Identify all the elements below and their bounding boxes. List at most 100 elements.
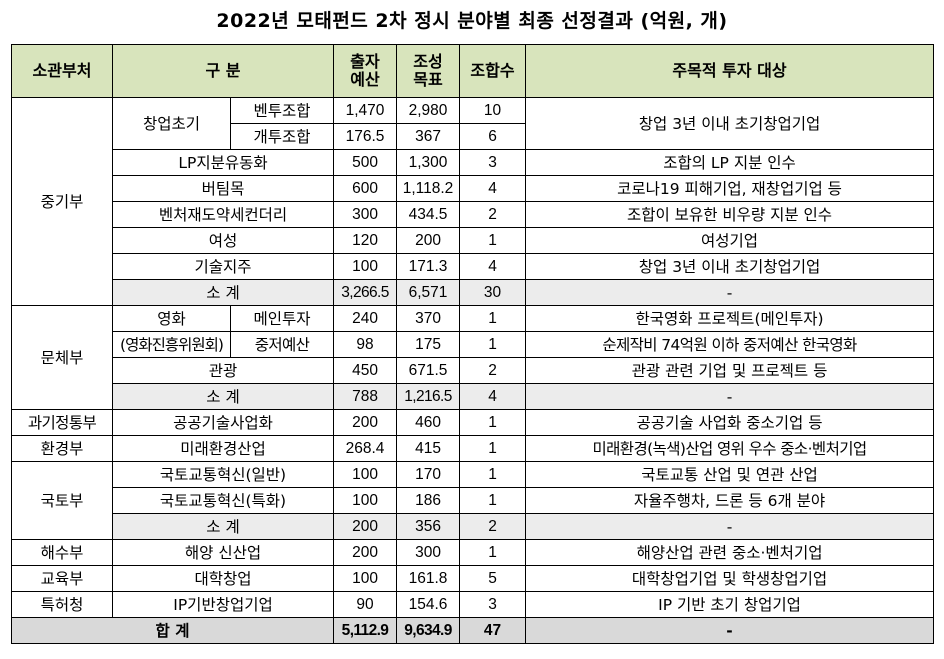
target-cell: 161.8 [396,565,461,592]
category-cell: 미래환경산업 [111,435,335,462]
investment-cell: 관광 관련 기업 및 프로젝트 등 [525,357,935,384]
budget-cell: 176.5 [333,123,398,150]
funds-cell: 4 [459,253,527,280]
target-cell: 170 [396,461,461,488]
table-row: 특허청 IP기반창업기업 90 154.6 3 IP 기반 초기 창업기업 [11,591,935,618]
budget-cell: 100 [333,565,398,592]
target-cell: 171.3 [396,253,461,280]
header-investment: 주목적 투자 대상 [525,44,935,98]
funds-cell: 10 [459,97,527,124]
funds-cell: 30 [459,279,527,306]
category-cell: 버팀목 [111,175,335,202]
funds-cell: 3 [459,591,527,618]
budget-cell: 100 [333,253,398,280]
total-label: 합 계 [10,617,335,644]
target-cell: 186 [396,487,461,514]
total-target: 9,634.9 [396,617,461,644]
total-row: 합 계 5,112.9 9,634.9 47 - [10,617,935,644]
investment-cell: - [525,513,935,540]
table-row: 환경부 미래환경산업 268.4 415 1 미래환경(녹색)산업 영위 우수 … [11,435,935,462]
header-category: 구 분 [111,44,335,98]
target-cell: 200 [396,227,461,254]
budget-cell: 120 [333,227,398,254]
table-row: 과기정통부 공공기술사업화 200 460 1 공공기술 사업화 중소기업 등 [11,409,935,436]
budget-cell: 300 [333,201,398,228]
subtotal-label: 소 계 [111,279,335,306]
table-row: 해수부 해양 신산업 200 300 1 해양산업 관련 중소·벤처기업 [11,539,935,566]
budget-cell: 788 [333,383,398,410]
target-cell: 2,980 [396,97,461,124]
table-row: 버팀목 600 1,118.2 4 코로나19 피해기업, 재창업기업 등 [12,175,935,202]
target-cell: 671.5 [396,357,461,384]
table-row: LP지분유동화 500 1,300 3 조합의 LP 지분 인수 [12,149,935,176]
budget-cell: 268.4 [333,435,398,462]
subcategory-cell: 개투조합 [229,123,335,150]
table-row: 교육부 대학창업 100 161.8 5 대학창업기업 및 학생창업기업 [11,565,935,592]
funds-cell: 1 [459,227,527,254]
funds-cell: 5 [459,565,527,592]
table-row: 국토교통혁신(특화) 100 186 1 자율주행차, 드론 등 6개 분야 [12,487,935,514]
table-row: 개투조합 176.5 367 6 [12,123,934,150]
ministry-cell: 교육부 [11,565,113,592]
subcategory-cell: 메인투자 [229,305,335,332]
investment-cell: 해양산업 관련 중소·벤처기업 [525,539,935,566]
funds-cell: 1 [459,331,527,358]
table-title: 2022년 모태펀드 2차 정시 분야별 최종 선정결과 (억원, 개) [216,10,728,32]
category-cell: 해양 신산업 [111,539,335,566]
budget-cell: 200 [333,409,398,436]
category-cell: 공공기술사업화 [111,409,335,436]
table-row: 중기부 창업초기 벤투조합 1,470 2,980 10 창업 3년 이내 초기… [11,97,935,306]
table-row: 여성 120 200 1 여성기업 [12,227,935,254]
table-row: (영화진흥위원회) 중저예산 98 175 1 순제작비 74억원 이하 중저예… [12,331,935,358]
subtotal-row: 소 계 200 356 2 - [12,513,935,540]
funds-cell: 1 [459,409,527,436]
investment-cell: - [525,383,935,410]
target-cell: 434.5 [396,201,461,228]
target-cell: 1,300 [396,149,461,176]
investment-cell: 조합이 보유한 비우량 지분 인수 [525,201,935,228]
category-cell: 기술지주 [111,253,335,280]
investment-cell: 한국영화 프로젝트(메인투자) [525,305,935,332]
investment-cell: 코로나19 피해기업, 재창업기업 등 [525,175,935,202]
subtotal-row: 소 계 3,266.5 6,571 30 - [12,279,935,306]
investment-cell: 공공기술 사업화 중소기업 등 [525,409,935,436]
budget-cell: 100 [333,461,398,488]
budget-cell: 600 [333,175,398,202]
header-budget: 출자 예산 [333,44,398,98]
funds-cell: 1 [459,435,527,462]
target-cell: 6,571 [396,279,461,306]
table-row: 관광 450 671.5 2 관광 관련 기업 및 프로젝트 등 [12,357,935,384]
target-cell: 370 [396,305,461,332]
target-cell: 154.6 [396,591,461,618]
category-cell: 여성 [111,227,335,254]
target-cell: 415 [396,435,461,462]
investment-cell: - [525,279,935,306]
subtotal-label: 소 계 [111,513,335,540]
investment-cell: 미래환경(녹색)산업 영위 우수 중소·벤처기업 [525,435,935,462]
subtotal-row: 소 계 788 1,216.5 4 - [12,383,935,410]
investment-cell: IP 기반 초기 창업기업 [525,591,935,618]
ministry-cell: 특허청 [11,591,113,618]
target-cell: 356 [396,513,461,540]
funds-cell: 1 [459,539,527,566]
ministry-cell: 중기부 [11,97,113,306]
budget-cell: 450 [333,357,398,384]
target-cell: 1,216.5 [396,383,461,410]
ministry-cell: 환경부 [11,435,113,462]
budget-cell: 200 [333,539,398,566]
budget-cell: 90 [333,591,398,618]
target-cell: 460 [396,409,461,436]
funds-cell: 1 [459,461,527,488]
investment-cell: 대학창업기업 및 학생창업기업 [525,565,935,592]
header-row: 소관부처 구 분 출자 예산 조성 목표 조합수 주목적 투자 대상 [11,44,935,98]
results-table: 소관부처 구 분 출자 예산 조성 목표 조합수 주목적 투자 대상 중기부 창… [10,44,935,644]
table-row: 기술지주 100 171.3 4 창업 3년 이내 초기창업기업 [12,253,935,280]
category-cell: 대학창업 [111,565,335,592]
subcategory-cell: 벤투조합 [229,97,335,124]
budget-cell: 500 [333,149,398,176]
total-funds: 47 [459,617,527,644]
category-cell: (영화진흥위원회) [112,331,231,358]
target-cell: 175 [396,331,461,358]
total-budget: 5,112.9 [333,617,398,644]
funds-cell: 4 [459,383,527,410]
